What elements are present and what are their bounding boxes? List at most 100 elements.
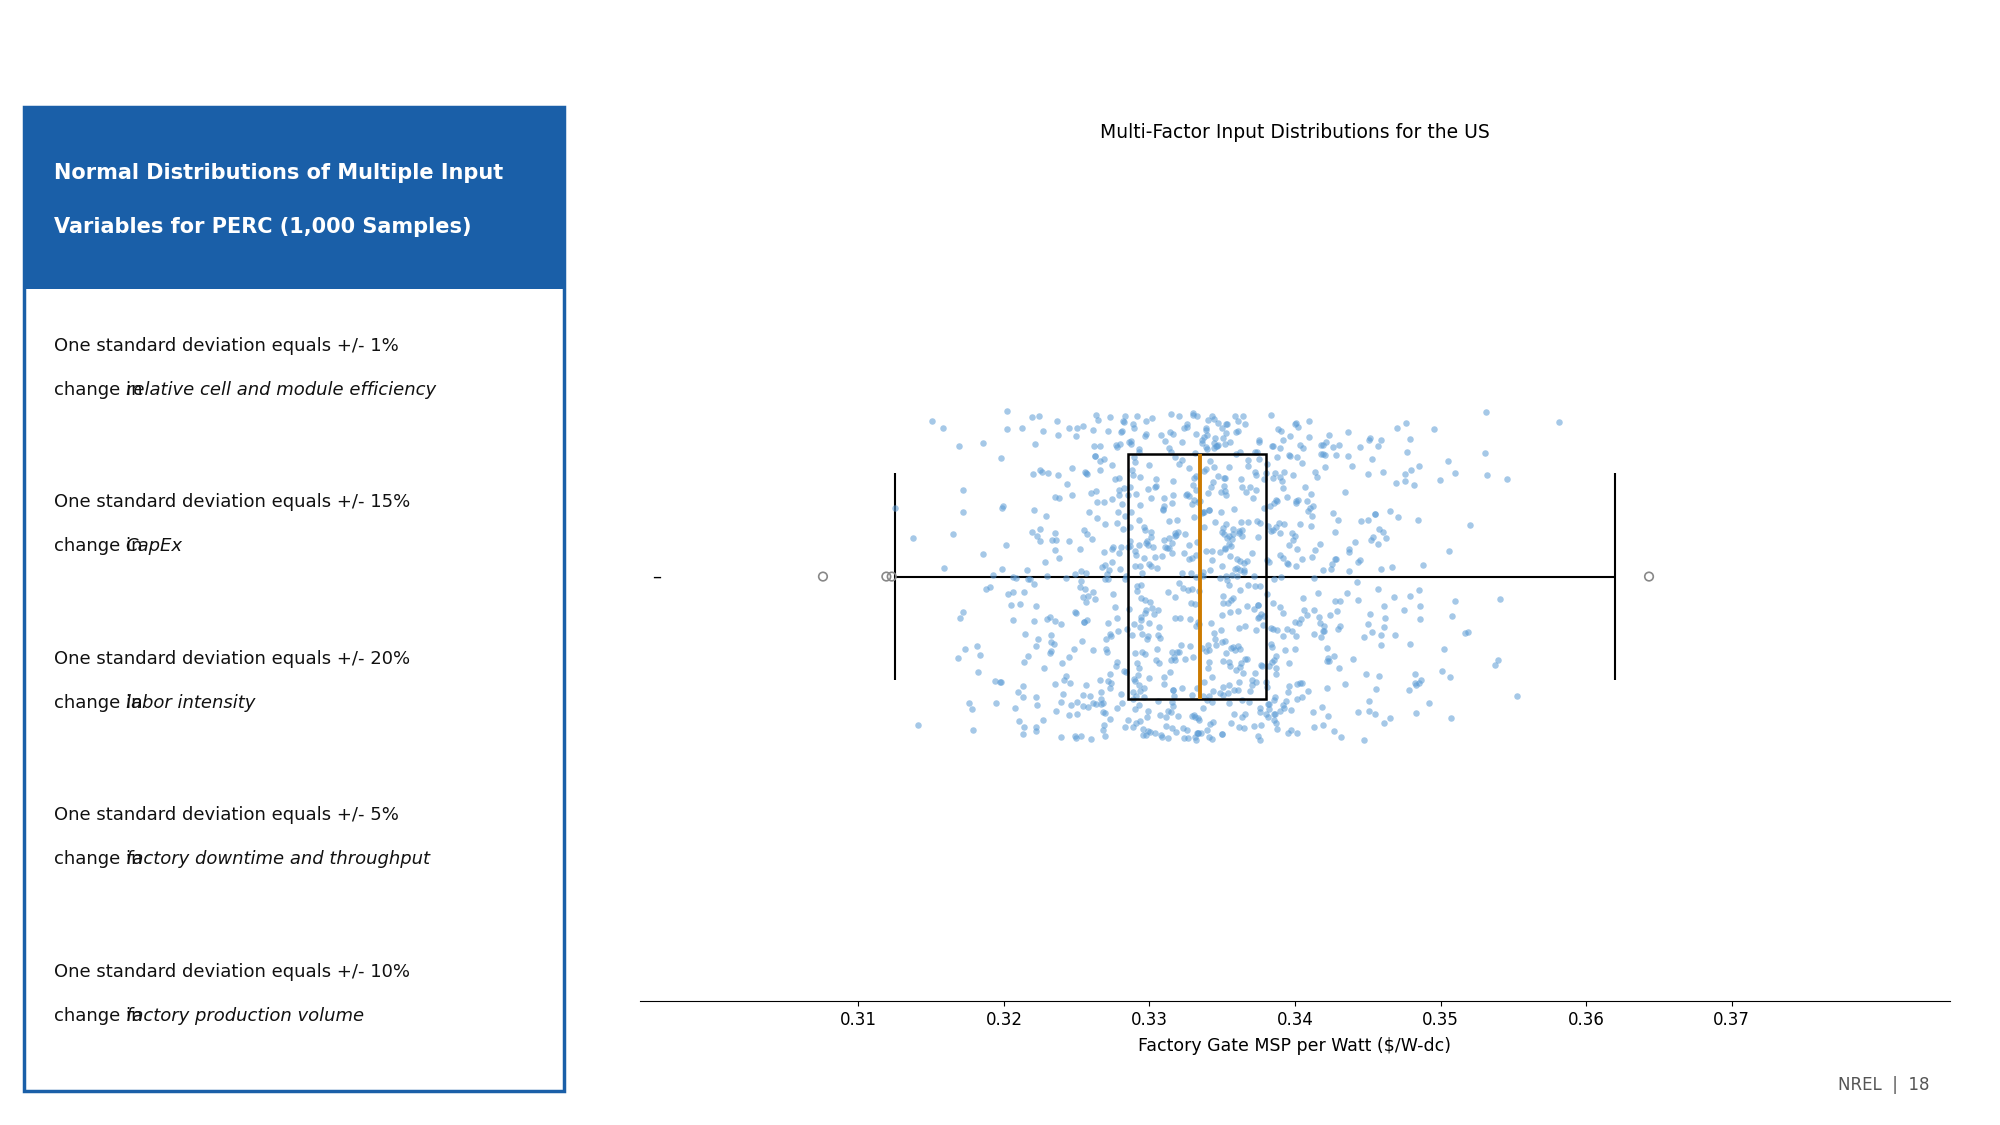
- Point: [1322, 659, 1354, 677]
- Point: [1264, 422, 1296, 440]
- Point: [1122, 666, 1154, 684]
- Point: [1320, 523, 1352, 541]
- Point: [1156, 424, 1188, 442]
- Point: [1242, 609, 1274, 627]
- Text: One standard deviation equals +/- 10%: One standard deviation equals +/- 10%: [54, 963, 410, 981]
- Point: [1374, 503, 1406, 521]
- Point: [1388, 601, 1420, 619]
- Point: [1198, 630, 1230, 648]
- Point: [1394, 587, 1426, 605]
- Point: [1240, 621, 1272, 639]
- Point: [1314, 560, 1346, 578]
- Point: [1028, 554, 1060, 572]
- Point: [1174, 594, 1206, 612]
- Point: [1110, 664, 1142, 682]
- Point: [986, 500, 1018, 518]
- Point: [1280, 675, 1312, 693]
- Point: [1296, 703, 1328, 721]
- Point: [1404, 457, 1436, 475]
- Point: [1232, 451, 1264, 469]
- Point: [1128, 521, 1160, 539]
- Point: [1164, 636, 1196, 654]
- Point: [1028, 658, 1060, 676]
- Point: [1120, 557, 1152, 575]
- Point: [1188, 428, 1220, 446]
- Point: [1140, 477, 1172, 495]
- Point: [1470, 444, 1502, 462]
- Point: [1180, 444, 1212, 462]
- Point: [1390, 414, 1422, 432]
- Point: [1196, 693, 1228, 711]
- Point: [1116, 432, 1148, 450]
- Point: [1024, 461, 1056, 479]
- Point: [1234, 682, 1266, 700]
- Point: [1268, 478, 1300, 496]
- Point: [1084, 438, 1116, 456]
- Point: [1060, 729, 1092, 747]
- Point: [1190, 642, 1222, 660]
- Point: [1222, 638, 1254, 656]
- Point: [1258, 620, 1290, 638]
- Point: [1058, 565, 1090, 583]
- Point: [1098, 585, 1130, 603]
- Point: [1066, 698, 1098, 716]
- Point: [1258, 570, 1290, 588]
- Point: [1236, 670, 1268, 688]
- Point: [1072, 698, 1104, 716]
- Point: [1114, 478, 1146, 496]
- Point: [1070, 564, 1102, 582]
- Point: [1202, 436, 1234, 454]
- Point: [1436, 608, 1468, 626]
- Point: [1152, 584, 1184, 602]
- Point: [1218, 704, 1250, 722]
- Point: [1114, 532, 1146, 550]
- Point: [1164, 610, 1196, 628]
- Point: [1160, 524, 1192, 542]
- Point: [1188, 567, 1220, 585]
- Point: [1224, 552, 1256, 570]
- Point: [1176, 708, 1208, 726]
- Point: [1092, 570, 1124, 588]
- Point: [1026, 462, 1058, 480]
- Point: [1264, 468, 1296, 486]
- Point: [1276, 531, 1308, 549]
- Point: [1280, 414, 1312, 432]
- Point: [1134, 723, 1166, 741]
- Point: [1094, 710, 1126, 728]
- Point: [1328, 484, 1360, 502]
- Point: [1192, 484, 1224, 502]
- Point: [1308, 622, 1340, 640]
- Point: [1264, 524, 1296, 542]
- Point: [1290, 478, 1322, 496]
- Point: [1280, 526, 1312, 544]
- Point: [1314, 606, 1346, 624]
- Point: [1216, 566, 1248, 584]
- Point: [1192, 691, 1224, 709]
- Point: [1210, 567, 1242, 585]
- Point: [986, 673, 1018, 691]
- Point: [1162, 644, 1194, 662]
- Point: [1320, 602, 1352, 620]
- Point: [1470, 404, 1502, 422]
- Point: [1280, 724, 1312, 742]
- Point: [952, 694, 984, 712]
- Point: [1218, 682, 1250, 700]
- Point: [1036, 531, 1068, 549]
- Point: [1478, 656, 1510, 674]
- Point: [1196, 542, 1228, 560]
- Point: [1042, 412, 1074, 430]
- Point: [1124, 683, 1156, 701]
- Point: [1166, 564, 1198, 582]
- Point: [1230, 596, 1262, 614]
- Point: [946, 482, 978, 500]
- Point: [1354, 429, 1386, 447]
- Point: [1180, 731, 1212, 749]
- Point: [1312, 639, 1344, 657]
- Point: [880, 500, 912, 518]
- Point: [1192, 440, 1224, 458]
- Point: [1058, 640, 1090, 658]
- Point: [1078, 641, 1110, 659]
- Point: [1260, 720, 1292, 738]
- Point: [1060, 693, 1092, 711]
- Point: [1342, 591, 1374, 609]
